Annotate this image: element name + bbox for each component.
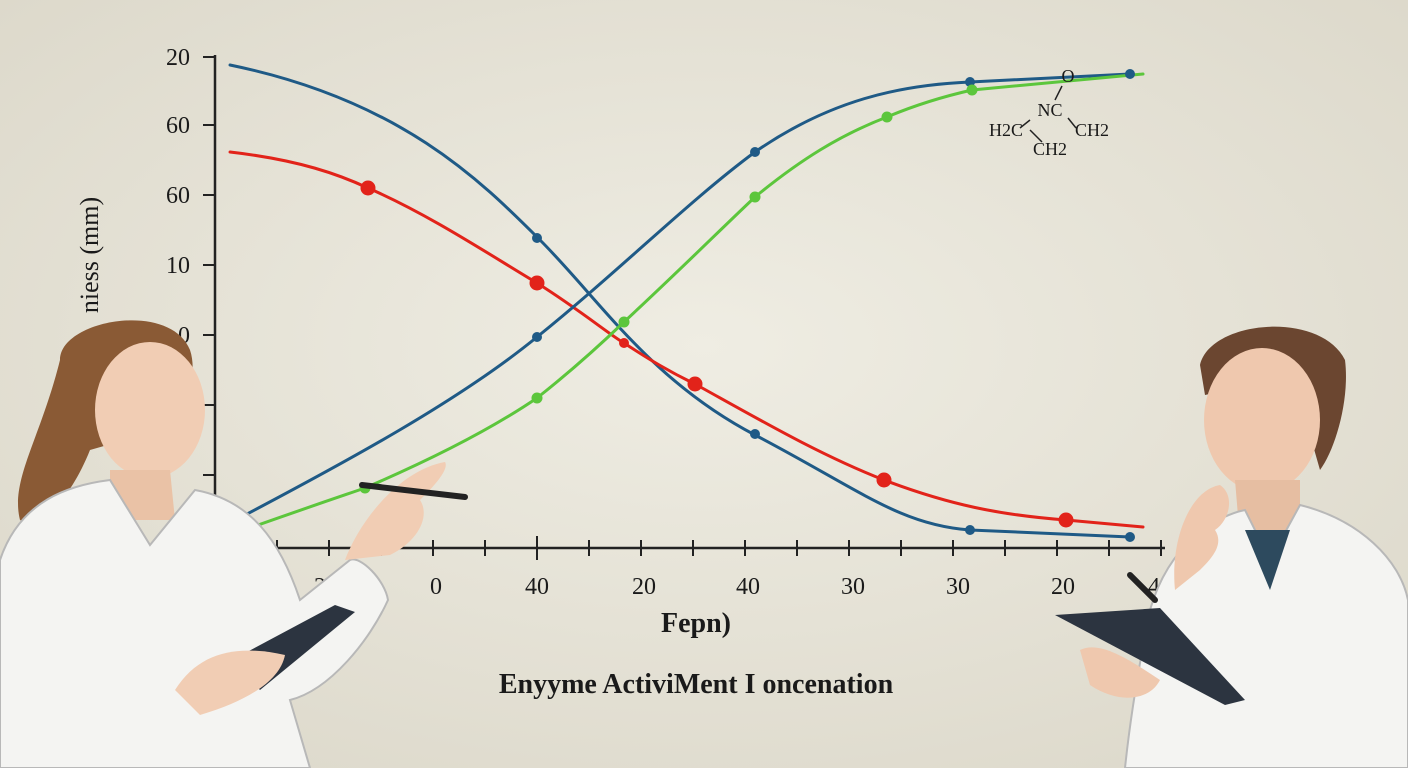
point bbox=[1058, 512, 1074, 528]
bond bbox=[1019, 119, 1031, 129]
y-tick-label: 60 bbox=[166, 113, 190, 139]
y-tick-label: 60 bbox=[166, 183, 190, 209]
lab-coat bbox=[0, 478, 390, 768]
pen bbox=[359, 482, 468, 500]
point bbox=[529, 275, 545, 291]
red-points bbox=[360, 180, 1074, 528]
point bbox=[749, 191, 761, 203]
bond bbox=[1067, 117, 1077, 129]
y-tick-label: 10 bbox=[166, 253, 190, 279]
x-tick-label: 20 bbox=[1051, 574, 1075, 600]
point bbox=[881, 111, 893, 123]
point bbox=[1125, 69, 1135, 79]
face bbox=[1204, 348, 1320, 492]
atom: CH2 bbox=[1075, 120, 1109, 140]
y-axis-label: niess (mm) bbox=[75, 197, 104, 313]
atom: NC bbox=[1037, 100, 1062, 120]
bond bbox=[1029, 129, 1043, 143]
face bbox=[95, 342, 205, 478]
x-tick-label: 40 bbox=[736, 574, 760, 600]
point bbox=[876, 472, 892, 488]
point bbox=[1125, 532, 1135, 542]
point bbox=[750, 147, 760, 157]
x-axis-label: Fepn) bbox=[661, 608, 731, 639]
hand bbox=[345, 462, 446, 560]
pen bbox=[1127, 572, 1158, 603]
curve-blue-falling bbox=[228, 63, 1132, 539]
blue-points bbox=[532, 69, 1135, 542]
point bbox=[532, 332, 542, 342]
hand bbox=[175, 650, 285, 715]
point bbox=[687, 376, 703, 392]
atom: O bbox=[1062, 66, 1075, 86]
scientist-right bbox=[1055, 326, 1408, 768]
y-tick-label: 20 bbox=[166, 45, 190, 71]
point bbox=[965, 77, 975, 87]
point bbox=[531, 392, 543, 404]
scientist-left bbox=[0, 320, 468, 768]
x-tick-label: 30 bbox=[841, 574, 865, 600]
hand bbox=[1080, 647, 1160, 698]
point bbox=[966, 84, 978, 96]
point bbox=[618, 316, 630, 328]
molecule: O NC H2C CH2 CH2 bbox=[989, 66, 1109, 159]
y-tick-marks bbox=[203, 56, 215, 476]
point bbox=[619, 338, 629, 348]
atom: CH2 bbox=[1033, 139, 1067, 159]
bond bbox=[1054, 85, 1063, 101]
point bbox=[360, 180, 376, 196]
point bbox=[750, 429, 760, 439]
x-tick-label: 20 bbox=[632, 574, 656, 600]
shirt bbox=[1245, 530, 1290, 590]
caption: Enyyme ActiviMent I oncenation bbox=[499, 669, 894, 700]
atom: H2C bbox=[989, 120, 1023, 140]
point bbox=[532, 233, 542, 243]
x-tick-label: 30 bbox=[946, 574, 970, 600]
bonds bbox=[1019, 85, 1077, 143]
x-tick-label: 40 bbox=[525, 574, 549, 600]
x-tick-label: 0 bbox=[430, 574, 442, 600]
point bbox=[965, 525, 975, 535]
hand bbox=[1174, 485, 1230, 590]
curve-blue-rising bbox=[228, 72, 1132, 525]
clipboard bbox=[1055, 608, 1245, 705]
